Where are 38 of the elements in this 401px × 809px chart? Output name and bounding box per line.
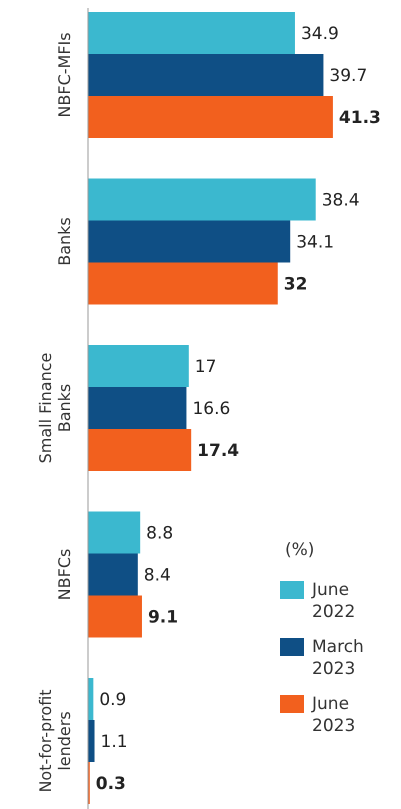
data-label: 38.4	[322, 190, 360, 210]
bar	[88, 345, 189, 387]
bar	[88, 178, 316, 220]
data-label: 32	[284, 274, 308, 294]
data-label: 1.1	[100, 732, 128, 752]
legend-label: June 2022	[311, 580, 356, 622]
bar	[88, 554, 138, 596]
bar	[88, 720, 95, 762]
bar	[88, 387, 186, 429]
data-label: 0.3	[96, 774, 126, 794]
data-label: 9.1	[148, 608, 178, 628]
y-tick-label: NBFC-MFIs	[55, 32, 74, 118]
data-label: 34.9	[300, 24, 339, 44]
bar	[88, 678, 94, 720]
bar	[88, 512, 140, 554]
bar	[88, 220, 290, 262]
data-label: 8.8	[146, 524, 174, 544]
data-label: 39.7	[329, 66, 368, 86]
data-label: 17.4	[197, 441, 240, 461]
data-label: 41.3	[338, 108, 381, 128]
y-tick-label: Small Finance Banks	[36, 352, 74, 464]
data-label: 17	[194, 357, 216, 377]
data-label: 34.1	[296, 232, 334, 252]
y-tick-label: NBFCs	[55, 548, 74, 600]
bar	[88, 54, 324, 96]
data-label: 0.9	[99, 690, 126, 710]
bar	[88, 262, 278, 304]
legend-label: June 2023	[311, 694, 356, 736]
y-tick-label: Banks	[55, 217, 74, 266]
legend-label: March 2023	[312, 637, 364, 679]
data-label: 16.6	[192, 399, 230, 419]
legend-title: (%)	[285, 540, 314, 560]
bar	[88, 12, 295, 54]
bar	[88, 96, 333, 138]
y-tick-label: Not-for-profit lenders	[36, 689, 74, 793]
bar	[88, 429, 192, 471]
bar	[88, 596, 142, 638]
data-label: 8.4	[144, 566, 171, 586]
